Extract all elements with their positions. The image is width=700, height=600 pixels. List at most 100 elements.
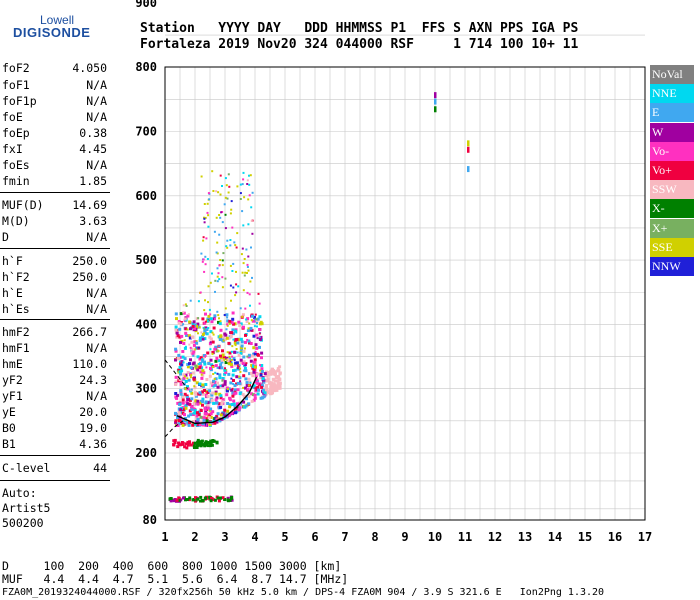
data-point: [197, 410, 201, 414]
data-point: [252, 369, 256, 372]
data-point: [277, 383, 281, 387]
data-point: [221, 496, 225, 500]
data-point: [177, 321, 181, 325]
data-point: [227, 191, 230, 194]
data-point: [234, 363, 238, 367]
data-point: [186, 314, 190, 318]
isolated-point: [434, 92, 437, 99]
data-point: [188, 496, 192, 500]
data-point: [179, 392, 183, 396]
data-point: [230, 364, 234, 368]
data-point: [192, 407, 196, 411]
isolated-point: [467, 166, 470, 173]
data-point: [216, 358, 219, 361]
data-point: [251, 393, 255, 397]
data-point: [259, 364, 261, 367]
data-point: [252, 398, 256, 402]
data-point: [232, 262, 235, 265]
data-point: [237, 285, 240, 288]
data-point: [272, 372, 276, 376]
data-point: [239, 337, 243, 341]
data-point: [207, 314, 211, 318]
data-point: [214, 279, 217, 282]
data-point: [214, 359, 218, 363]
data-point: [208, 389, 212, 393]
data-point: [232, 399, 236, 403]
data-point: [239, 183, 242, 186]
data-point: [225, 356, 229, 360]
data-point: [225, 386, 229, 390]
data-point: [219, 193, 222, 196]
data-point: [213, 498, 217, 502]
data-point: [219, 496, 222, 500]
data-point: [180, 334, 184, 338]
data-point: [247, 223, 250, 226]
data-point: [265, 388, 269, 392]
param-name: h`Es: [2, 302, 30, 316]
data-point: [183, 357, 187, 361]
y-tick-label: 600: [135, 189, 157, 203]
data-point: [219, 328, 223, 332]
data-point: [228, 360, 232, 364]
data-point: [254, 343, 258, 347]
data-point: [199, 495, 203, 499]
data-point: [258, 302, 261, 305]
data-point: [230, 331, 234, 335]
data-point: [169, 499, 173, 503]
data-point: [257, 335, 260, 338]
data-point: [219, 363, 223, 367]
data-point: [223, 382, 227, 386]
data-point: [195, 414, 199, 418]
data-point: [223, 372, 227, 376]
data-point: [208, 374, 212, 378]
data-point: [178, 335, 182, 339]
data-point: [230, 350, 233, 353]
data-point: [223, 358, 226, 361]
data-point: [236, 232, 239, 235]
data-point: [193, 446, 196, 449]
data-point: [188, 398, 192, 402]
data-point: [236, 402, 239, 406]
data-point: [261, 384, 265, 388]
param-row-md: M(D) 3.63: [2, 214, 107, 230]
data-point: [201, 399, 204, 403]
data-point: [247, 327, 250, 330]
legend-item-w: W: [650, 122, 694, 142]
data-point: [203, 321, 207, 325]
data-point: [251, 319, 255, 323]
data-point: [199, 440, 203, 444]
data-point: [224, 370, 228, 374]
legend-item-x-: X-: [650, 199, 694, 219]
data-point: [250, 219, 253, 222]
data-point: [199, 415, 203, 419]
trace-dashed-upper: [164, 359, 188, 390]
data-point: [264, 379, 268, 383]
data-point: [230, 208, 233, 211]
data-point: [238, 382, 242, 386]
data-point: [255, 318, 258, 321]
data-point: [230, 403, 234, 406]
data-point: [237, 408, 241, 412]
data-point: [204, 355, 207, 357]
data-point: [197, 317, 200, 320]
data-point: [193, 420, 197, 424]
data-point: [256, 325, 258, 328]
data-point: [256, 353, 260, 357]
data-point: [239, 307, 242, 310]
param-row-fof1: foF1 N/A: [2, 78, 107, 94]
data-point: [236, 341, 240, 345]
data-point: [219, 216, 222, 219]
data-point: [198, 382, 202, 386]
data-point: [193, 409, 197, 413]
data-point: [201, 499, 205, 503]
data-point: [256, 392, 260, 396]
auto-label: Auto:: [2, 486, 37, 500]
data-point: [196, 411, 199, 415]
data-point: [190, 397, 194, 401]
data-point: [221, 286, 224, 289]
data-point: [172, 443, 176, 447]
data-point: [201, 260, 204, 263]
data-point: [204, 263, 207, 266]
isolated-point: [434, 106, 437, 113]
data-point: [213, 230, 216, 233]
